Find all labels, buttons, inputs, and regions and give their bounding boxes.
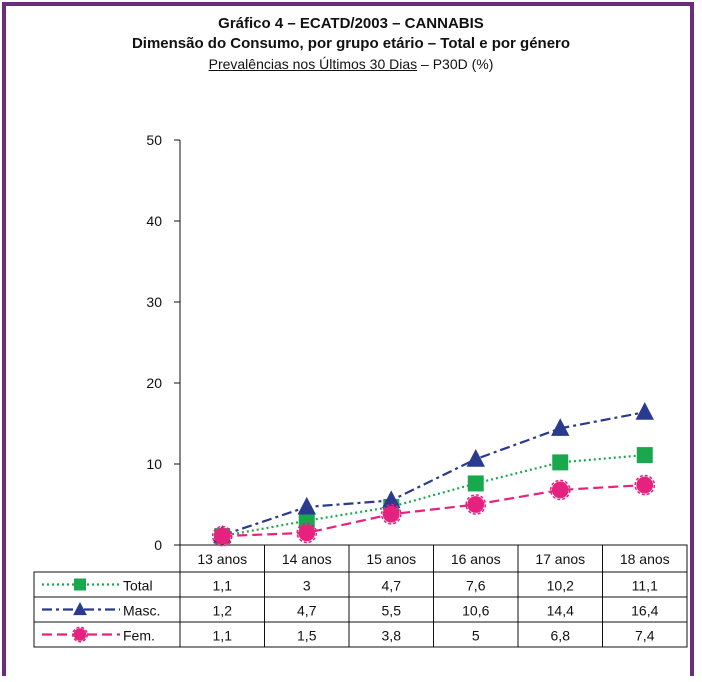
x-tick-label: 13 anos [197, 551, 247, 567]
table-value: 1,1 [213, 578, 233, 594]
table-body-box [33, 571, 688, 648]
y-tick-label: 20 [146, 375, 162, 391]
data-point [297, 496, 316, 515]
y-tick-label: 30 [146, 294, 162, 310]
chart-title: Gráfico 4 – ECATD/2003 – CANNABIS [218, 15, 484, 32]
table-value: 3 [303, 578, 311, 594]
table-value: 7,6 [466, 578, 486, 594]
y-tick-label: 10 [146, 456, 162, 472]
table-value: 1,2 [213, 603, 233, 619]
table-value: 5,5 [382, 603, 402, 619]
series-line [222, 453, 645, 538]
data-point [552, 454, 569, 471]
legend-label: Fem. [123, 628, 155, 644]
data-point [551, 481, 569, 499]
series-fem: Fem. 1,1 1,5 3,8 5 6,8 7,4 [42, 474, 656, 644]
chart-frame [2, 2, 694, 676]
data-point [466, 449, 485, 467]
table-value: 3,8 [382, 628, 402, 644]
table-value: 14,4 [547, 603, 574, 619]
legend-label: Total [123, 578, 153, 594]
y-tick-label: 40 [146, 213, 162, 229]
y-tick-label: 0 [154, 537, 162, 553]
table-value: 6,8 [551, 628, 571, 644]
x-tick-label: 15 anos [366, 551, 416, 567]
data-point-rim [380, 503, 402, 525]
table-value: 5 [472, 628, 480, 644]
data-point-rim [211, 525, 233, 547]
data-point-rim [296, 522, 318, 544]
data-point [382, 505, 400, 523]
chart-titles: Gráfico 4 – ECATD/2003 – CANNABIS Dimens… [0, 14, 702, 74]
table-value: 1,1 [213, 628, 233, 644]
subtitle-rest: – P30D (%) [417, 56, 494, 72]
data-point [636, 447, 653, 464]
table-value: 4,7 [297, 603, 317, 619]
data-point [635, 402, 654, 420]
legend-marker [73, 628, 87, 641]
chart-subtitle-2: Prevalências nos Últimos 30 Dias – P30D … [0, 54, 702, 74]
table-value: 1,5 [297, 628, 317, 644]
subtitle-underlined: Prevalências nos Últimos 30 Dias [208, 56, 418, 72]
data-point [213, 527, 231, 545]
data-point [298, 524, 316, 542]
table-value: 7,4 [635, 628, 655, 644]
data-point-rim [634, 474, 656, 496]
legend-marker [74, 578, 86, 591]
table-value: 11,1 [632, 578, 658, 594]
x-tick-label: 18 anos [620, 551, 670, 567]
legend-marker [73, 601, 87, 616]
series-line [221, 411, 645, 537]
legend-label: Masc. [123, 603, 160, 619]
x-tick-label: 14 anos [282, 551, 332, 567]
x-tick-label: 16 anos [451, 551, 501, 567]
data-point [467, 475, 484, 492]
data-point [467, 496, 485, 513]
data-point [636, 476, 654, 494]
x-tick-label: 17 anos [535, 551, 585, 567]
y-tick-label: 50 [146, 132, 162, 148]
data-point-rim [465, 494, 487, 515]
data-point [382, 490, 401, 509]
legend-marker-rim [72, 626, 88, 643]
table-value: 16,4 [631, 603, 658, 619]
table-value: 10,6 [462, 603, 489, 619]
data-point [551, 418, 570, 436]
table-value: 10,2 [547, 578, 574, 594]
table-value: 4,7 [382, 578, 402, 594]
chart-subtitle: Dimensão do Consumo, por grupo etário – … [131, 35, 571, 52]
series-line [222, 483, 645, 538]
